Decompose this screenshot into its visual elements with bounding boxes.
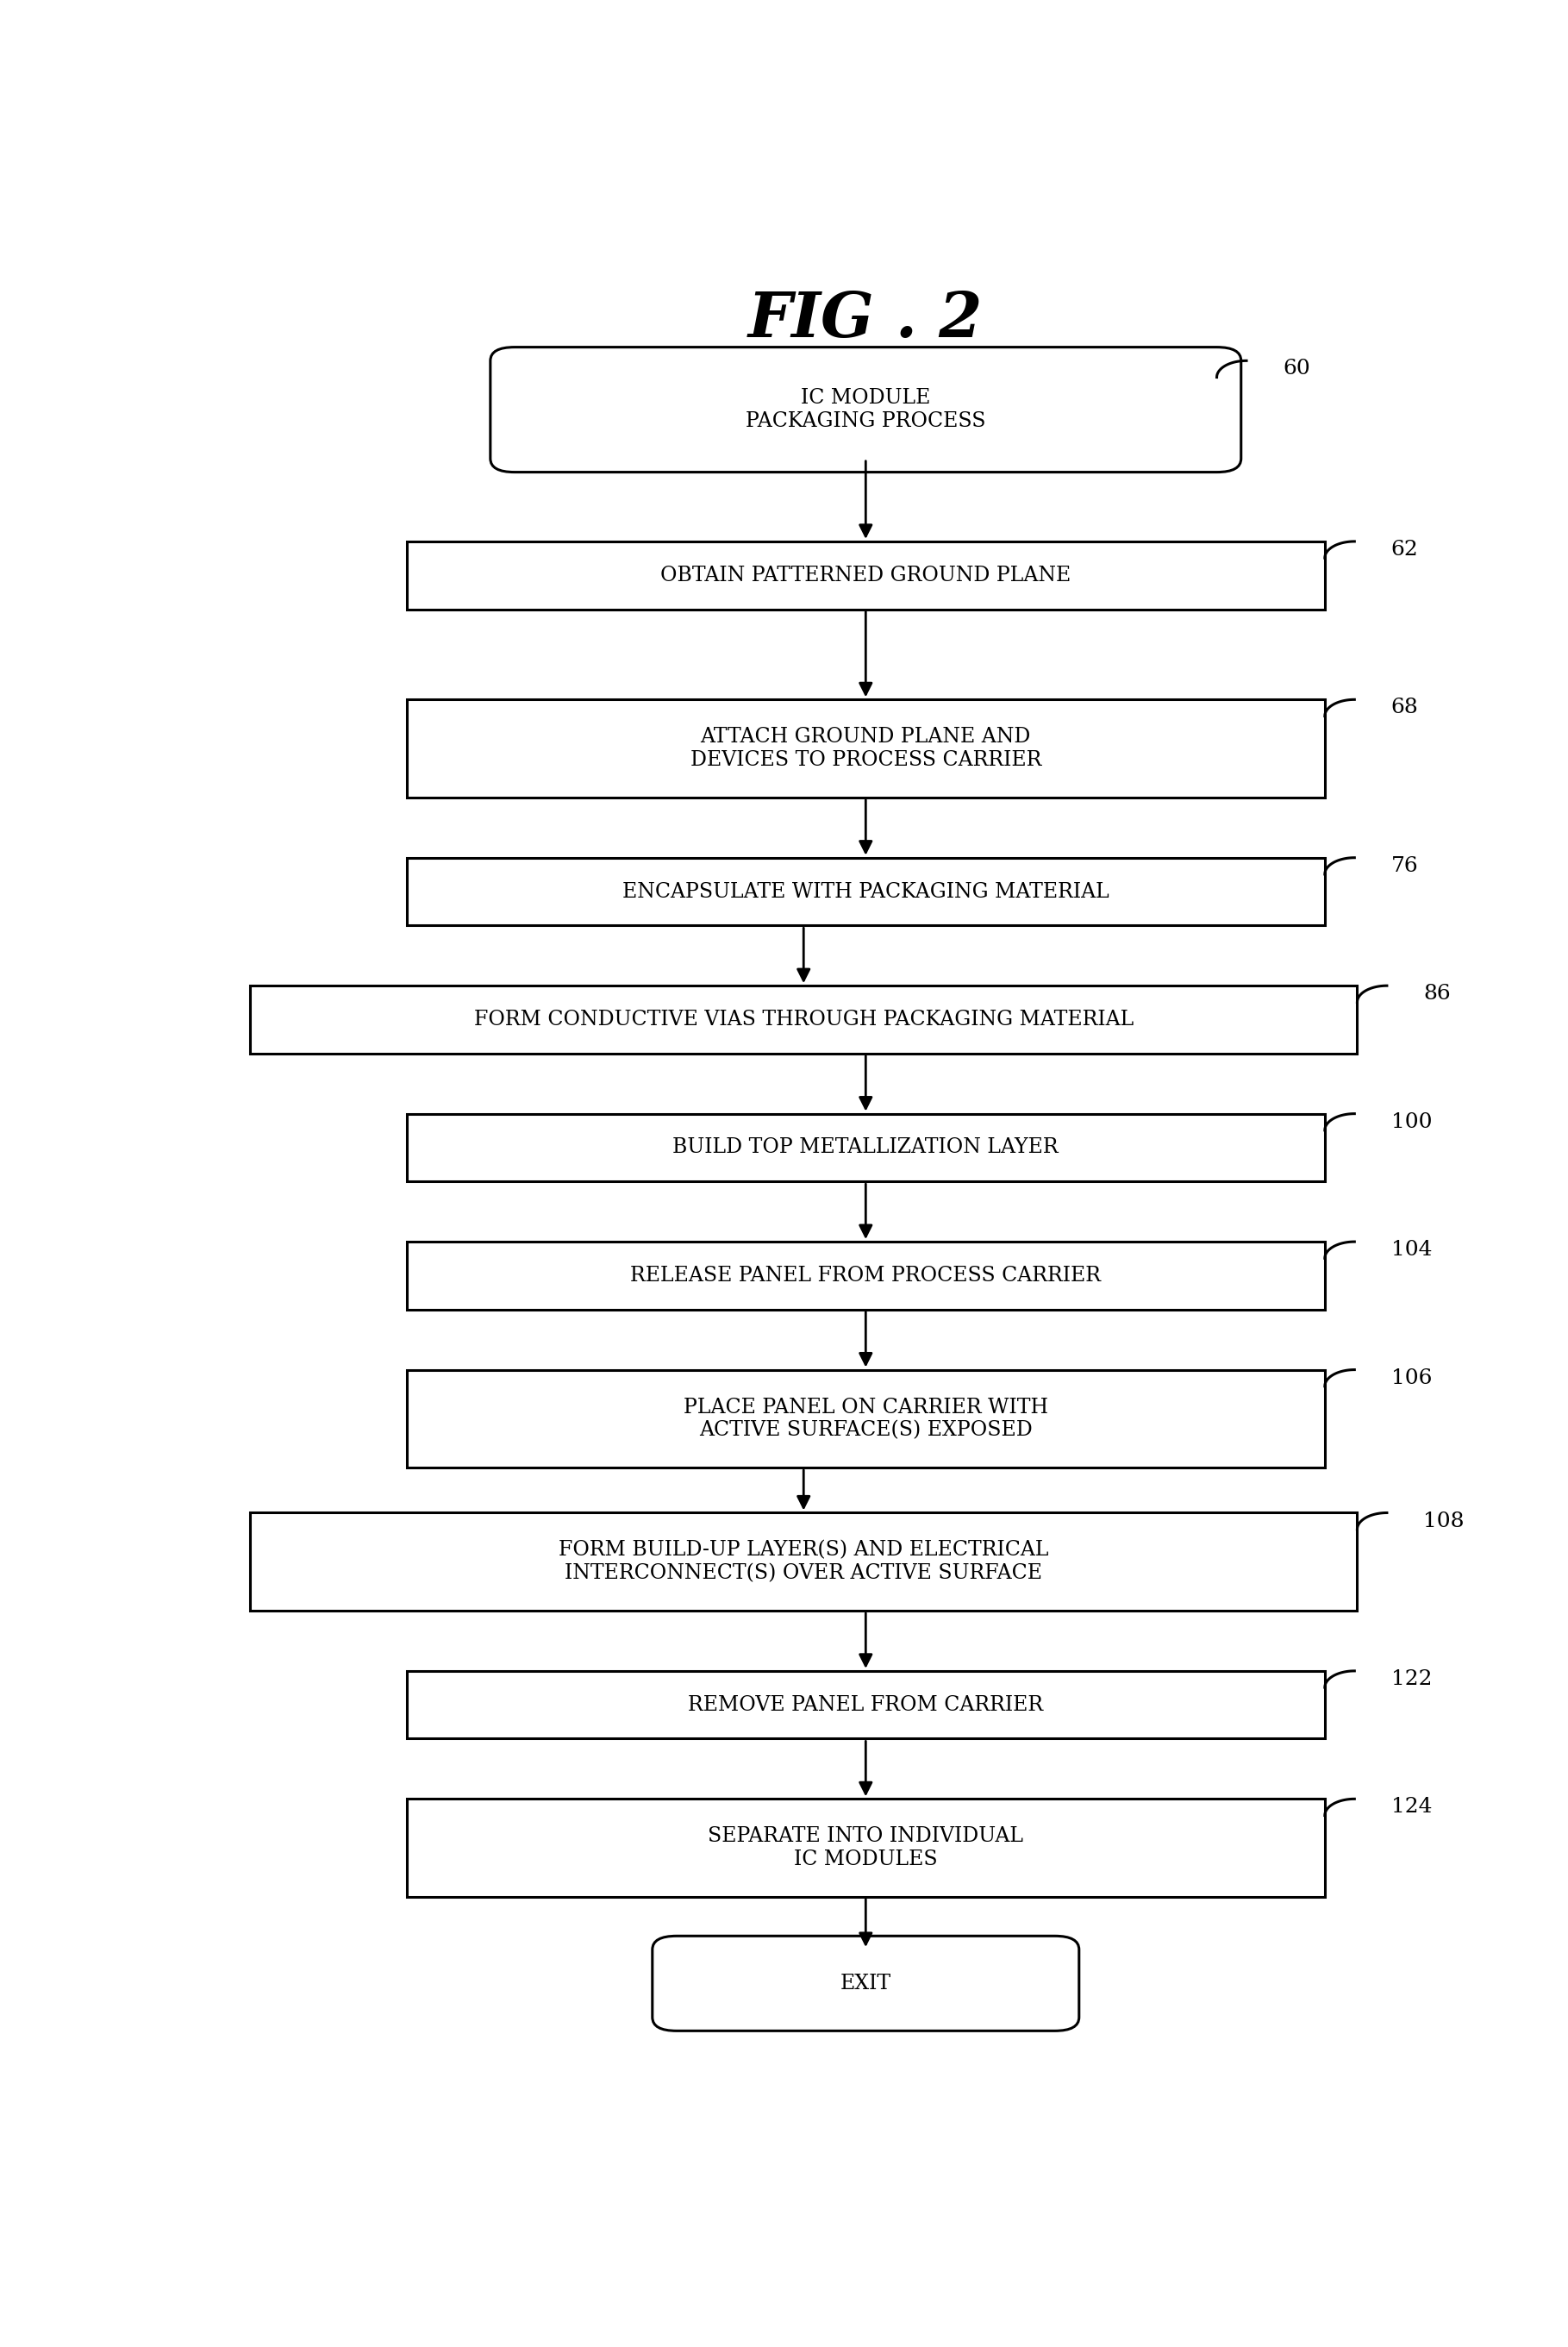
Text: ATTACH GROUND PLANE AND
DEVICES TO PROCESS CARRIER: ATTACH GROUND PLANE AND DEVICES TO PROCE… [690,728,1041,770]
Text: ENCAPSULATE WITH PACKAGING MATERIAL: ENCAPSULATE WITH PACKAGING MATERIAL [622,882,1109,901]
Text: EXIT: EXIT [840,1974,891,1993]
Bar [406,542,1325,610]
Text: 106: 106 [1391,1368,1432,1387]
Bar [406,1115,1325,1181]
FancyBboxPatch shape [491,347,1242,472]
Text: 68: 68 [1391,697,1419,718]
Bar [406,1671,1325,1739]
Text: PLACE PANEL ON CARRIER WITH
ACTIVE SURFACE(S) EXPOSED: PLACE PANEL ON CARRIER WITH ACTIVE SURFA… [684,1396,1047,1441]
Bar [406,1242,1325,1310]
Text: FORM BUILD-UP LAYER(S) AND ELECTRICAL
INTERCONNECT(S) OVER ACTIVE SURFACE: FORM BUILD-UP LAYER(S) AND ELECTRICAL IN… [558,1540,1049,1584]
Text: 124: 124 [1391,1798,1432,1817]
Text: BUILD TOP METALLIZATION LAYER: BUILD TOP METALLIZATION LAYER [673,1138,1058,1157]
Bar [249,986,1358,1054]
Text: 86: 86 [1424,983,1450,1005]
Text: 60: 60 [1283,359,1311,378]
Text: FORM CONDUCTIVE VIAS THROUGH PACKAGING MATERIAL: FORM CONDUCTIVE VIAS THROUGH PACKAGING M… [474,1009,1134,1030]
Text: 108: 108 [1424,1511,1465,1530]
Text: SEPARATE INTO INDIVIDUAL
IC MODULES: SEPARATE INTO INDIVIDUAL IC MODULES [709,1826,1024,1868]
Text: 104: 104 [1391,1239,1432,1260]
Text: 62: 62 [1391,540,1419,559]
Text: IC MODULE
PACKAGING PROCESS: IC MODULE PACKAGING PROCESS [746,387,986,432]
Text: 100: 100 [1391,1112,1432,1131]
Bar [406,1371,1325,1467]
Text: RELEASE PANEL FROM PROCESS CARRIER: RELEASE PANEL FROM PROCESS CARRIER [630,1265,1101,1286]
Bar [406,699,1325,798]
Text: 76: 76 [1391,857,1419,875]
Bar [249,1514,1358,1610]
FancyBboxPatch shape [652,1936,1079,2030]
Bar [406,1798,1325,1896]
Text: OBTAIN PATTERNED GROUND PLANE: OBTAIN PATTERNED GROUND PLANE [660,566,1071,584]
Text: 122: 122 [1391,1669,1432,1690]
Text: FIG . 2: FIG . 2 [748,289,983,350]
Bar [406,857,1325,925]
Text: REMOVE PANEL FROM CARRIER: REMOVE PANEL FROM CARRIER [688,1695,1043,1716]
